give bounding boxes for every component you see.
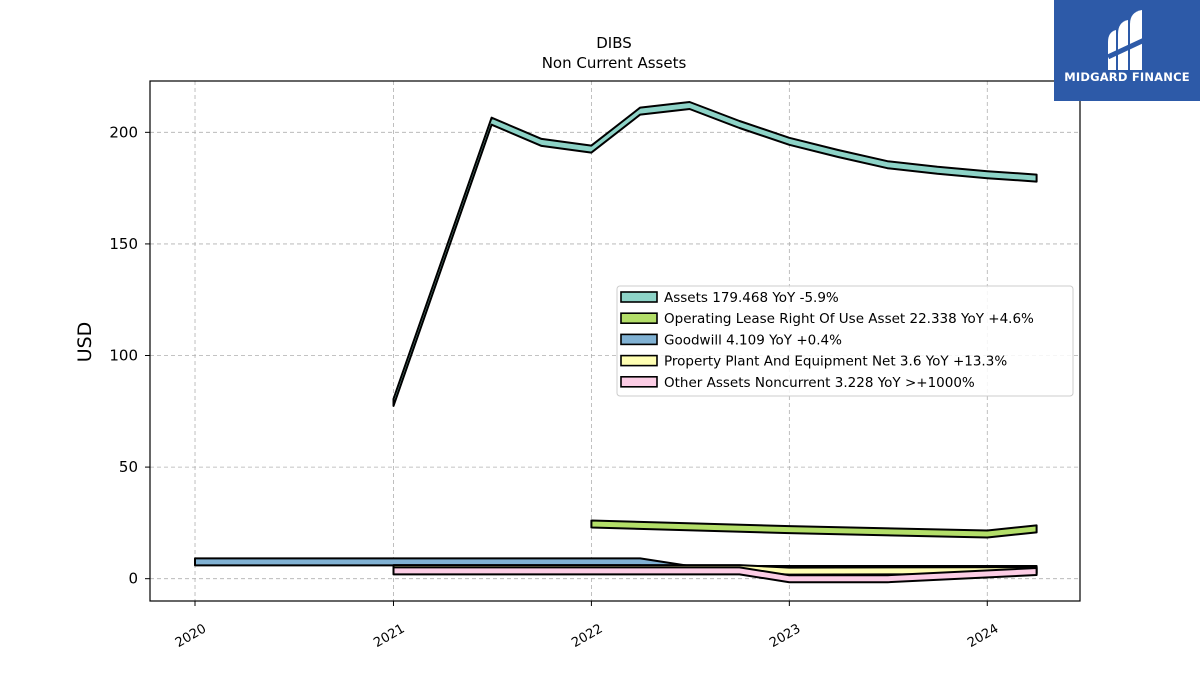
brand-name: MIDGARD FINANCE: [1064, 70, 1190, 84]
y-tick-label: 100: [109, 347, 138, 365]
y-tick-label: 150: [109, 235, 138, 253]
chart-title: DIBS: [596, 34, 632, 52]
series-band-1: [590, 519, 1038, 539]
x-tick-label: 2020: [173, 621, 209, 651]
chart-subtitle: Non Current Assets: [542, 54, 687, 72]
legend-swatch-4: [620, 375, 658, 388]
series-band-4: [392, 566, 1038, 584]
y-tick-label: 50: [119, 458, 138, 476]
y-tick-label: 0: [128, 570, 138, 588]
legend-label-3: Property Plant And Equipment Net 3.6 YoY…: [664, 354, 1007, 370]
series-band-0: [392, 101, 1038, 407]
legend-swatch-3: [620, 354, 658, 367]
x-tick-label: 2023: [767, 621, 803, 651]
legend-label-1: Operating Lease Right Of Use Asset 22.33…: [664, 311, 1034, 327]
legend-label-4: Other Assets Noncurrent 3.228 YoY >+1000…: [664, 375, 975, 391]
x-tick-label: 2022: [569, 621, 605, 651]
brand-logo: MIDGARD FINANCE: [1054, 0, 1200, 101]
legend-frame: [616, 285, 1074, 397]
legend-swatch-1: [620, 312, 658, 325]
series-layer: [194, 101, 1038, 584]
midgard-logo-icon: [1107, 10, 1146, 70]
legend: Assets 179.468 YoY -5.9% Operating Lease …: [616, 285, 1074, 397]
legend-label-2: Goodwill 4.109 YoY +0.4%: [664, 332, 842, 348]
y-tick-label: 200: [109, 123, 138, 141]
legend-swatch-2: [620, 333, 658, 346]
plot-frame: [149, 80, 1081, 602]
legend-label-0: Assets 179.468 YoY -5.9%: [664, 290, 839, 306]
x-tick-label: 2021: [371, 621, 407, 651]
x-tick-label: 2024: [965, 621, 1001, 651]
y-axis-label: USD: [74, 322, 96, 363]
legend-swatch-0: [620, 291, 658, 303]
